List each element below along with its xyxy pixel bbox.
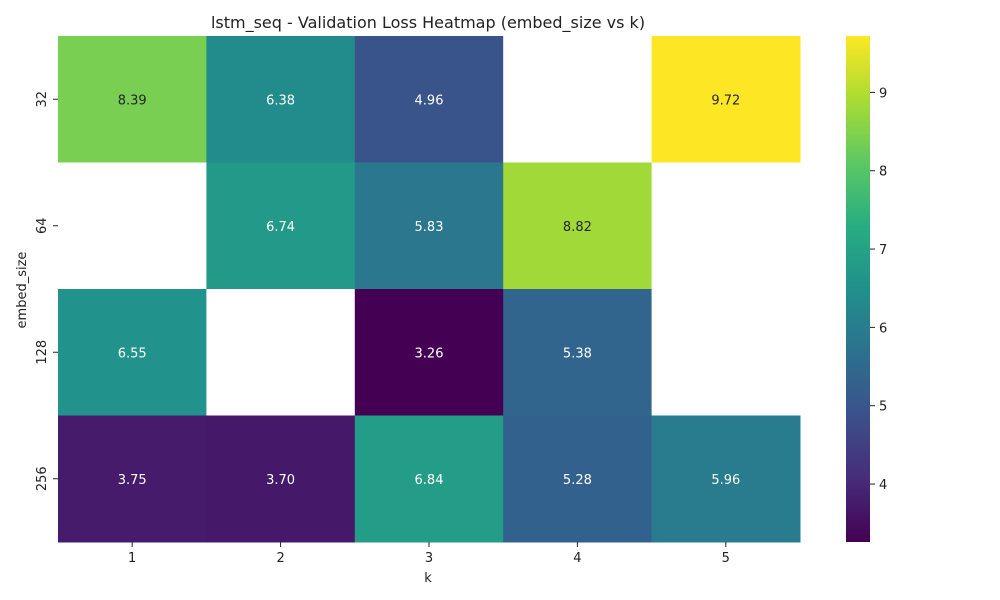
colorbar-tick-label: 7 xyxy=(879,243,887,258)
cell-value-label: 5.83 xyxy=(415,220,444,235)
x-tick-label: 2 xyxy=(276,551,284,566)
cell-value-label: 8.82 xyxy=(563,220,592,235)
x-tick-label: 3 xyxy=(425,551,433,566)
chart-title: lstm_seq - Validation Loss Heatmap (embe… xyxy=(211,13,645,33)
colorbar-tick-label: 9 xyxy=(879,86,887,101)
heatmap-cell-32-2 xyxy=(206,36,356,163)
heatmap-cell-64-5 xyxy=(651,162,801,290)
heatmap-cell-32-1 xyxy=(58,36,207,163)
heatmap-cell-64-1 xyxy=(58,162,207,290)
heatmap-cell-32-4 xyxy=(503,36,653,163)
heatmap-cell-32-5 xyxy=(651,36,801,163)
colorbar-tick-label: 4 xyxy=(879,478,887,493)
y-tick-label: 128 xyxy=(35,340,50,365)
cell-value-label: 5.28 xyxy=(563,473,592,488)
cell-value-label: 6.74 xyxy=(266,220,295,235)
cell-value-label: 4.96 xyxy=(415,93,444,108)
heatmap-cell-128-4 xyxy=(503,289,653,416)
heatmap-cell-256-5 xyxy=(651,415,801,543)
heatmap-cells xyxy=(58,36,801,543)
heatmap-cell-64-4 xyxy=(503,162,653,290)
y-axis-label: embed_size xyxy=(15,252,30,329)
x-tick-label: 1 xyxy=(128,551,136,566)
heatmap-cell-labels: 8.39 6.38 4.96 9.72 6.74 5.83 8.82 6.55 3.26 5.38… xyxy=(118,93,741,488)
colorbar-tick-label: 6 xyxy=(879,321,887,336)
heatmap-cell-128-2 xyxy=(206,289,356,416)
x-tick-label: 5 xyxy=(722,551,730,566)
y-tick-label: 64 xyxy=(35,217,50,234)
cell-value-label: 6.55 xyxy=(118,346,147,361)
x-axis-label: k xyxy=(424,571,432,586)
colorbar: 4 5 6 7 8 9 xyxy=(846,36,887,542)
cell-value-label: 3.70 xyxy=(266,473,295,488)
cell-value-label: 3.75 xyxy=(118,473,147,488)
x-axis: 1 2 3 4 5 xyxy=(128,542,730,566)
heatmap-cell-128-5 xyxy=(651,289,801,416)
heatmap-cell-128-1 xyxy=(58,289,207,416)
cell-value-label: 3.26 xyxy=(415,346,444,361)
y-tick-label: 32 xyxy=(35,91,50,108)
heatmap-cell-256-3 xyxy=(354,415,504,543)
colorbar-tick-label: 8 xyxy=(879,165,887,180)
cell-value-label: 5.38 xyxy=(563,346,592,361)
heatmap-cell-128-3 xyxy=(354,289,504,416)
colorbar-gradient xyxy=(846,36,870,542)
cell-value-label: 6.84 xyxy=(415,473,444,488)
y-tick-label: 256 xyxy=(35,466,50,491)
heatmap-cell-256-1 xyxy=(58,415,207,543)
colorbar-tick-label: 5 xyxy=(879,400,887,415)
heatmap-cell-256-2 xyxy=(206,415,356,543)
cell-value-label: 5.96 xyxy=(711,473,740,488)
y-axis: 32 64 128 256 xyxy=(35,91,58,491)
cell-value-label: 8.39 xyxy=(118,93,147,108)
heatmap-cell-64-3 xyxy=(354,162,504,290)
heatmap-cell-64-2 xyxy=(206,162,356,290)
x-tick-label: 4 xyxy=(573,551,581,566)
cell-value-label: 6.38 xyxy=(266,93,295,108)
heatmap-cell-256-4 xyxy=(503,415,653,543)
cell-value-label: 9.72 xyxy=(711,93,740,108)
heatmap-cell-32-3 xyxy=(354,36,504,163)
